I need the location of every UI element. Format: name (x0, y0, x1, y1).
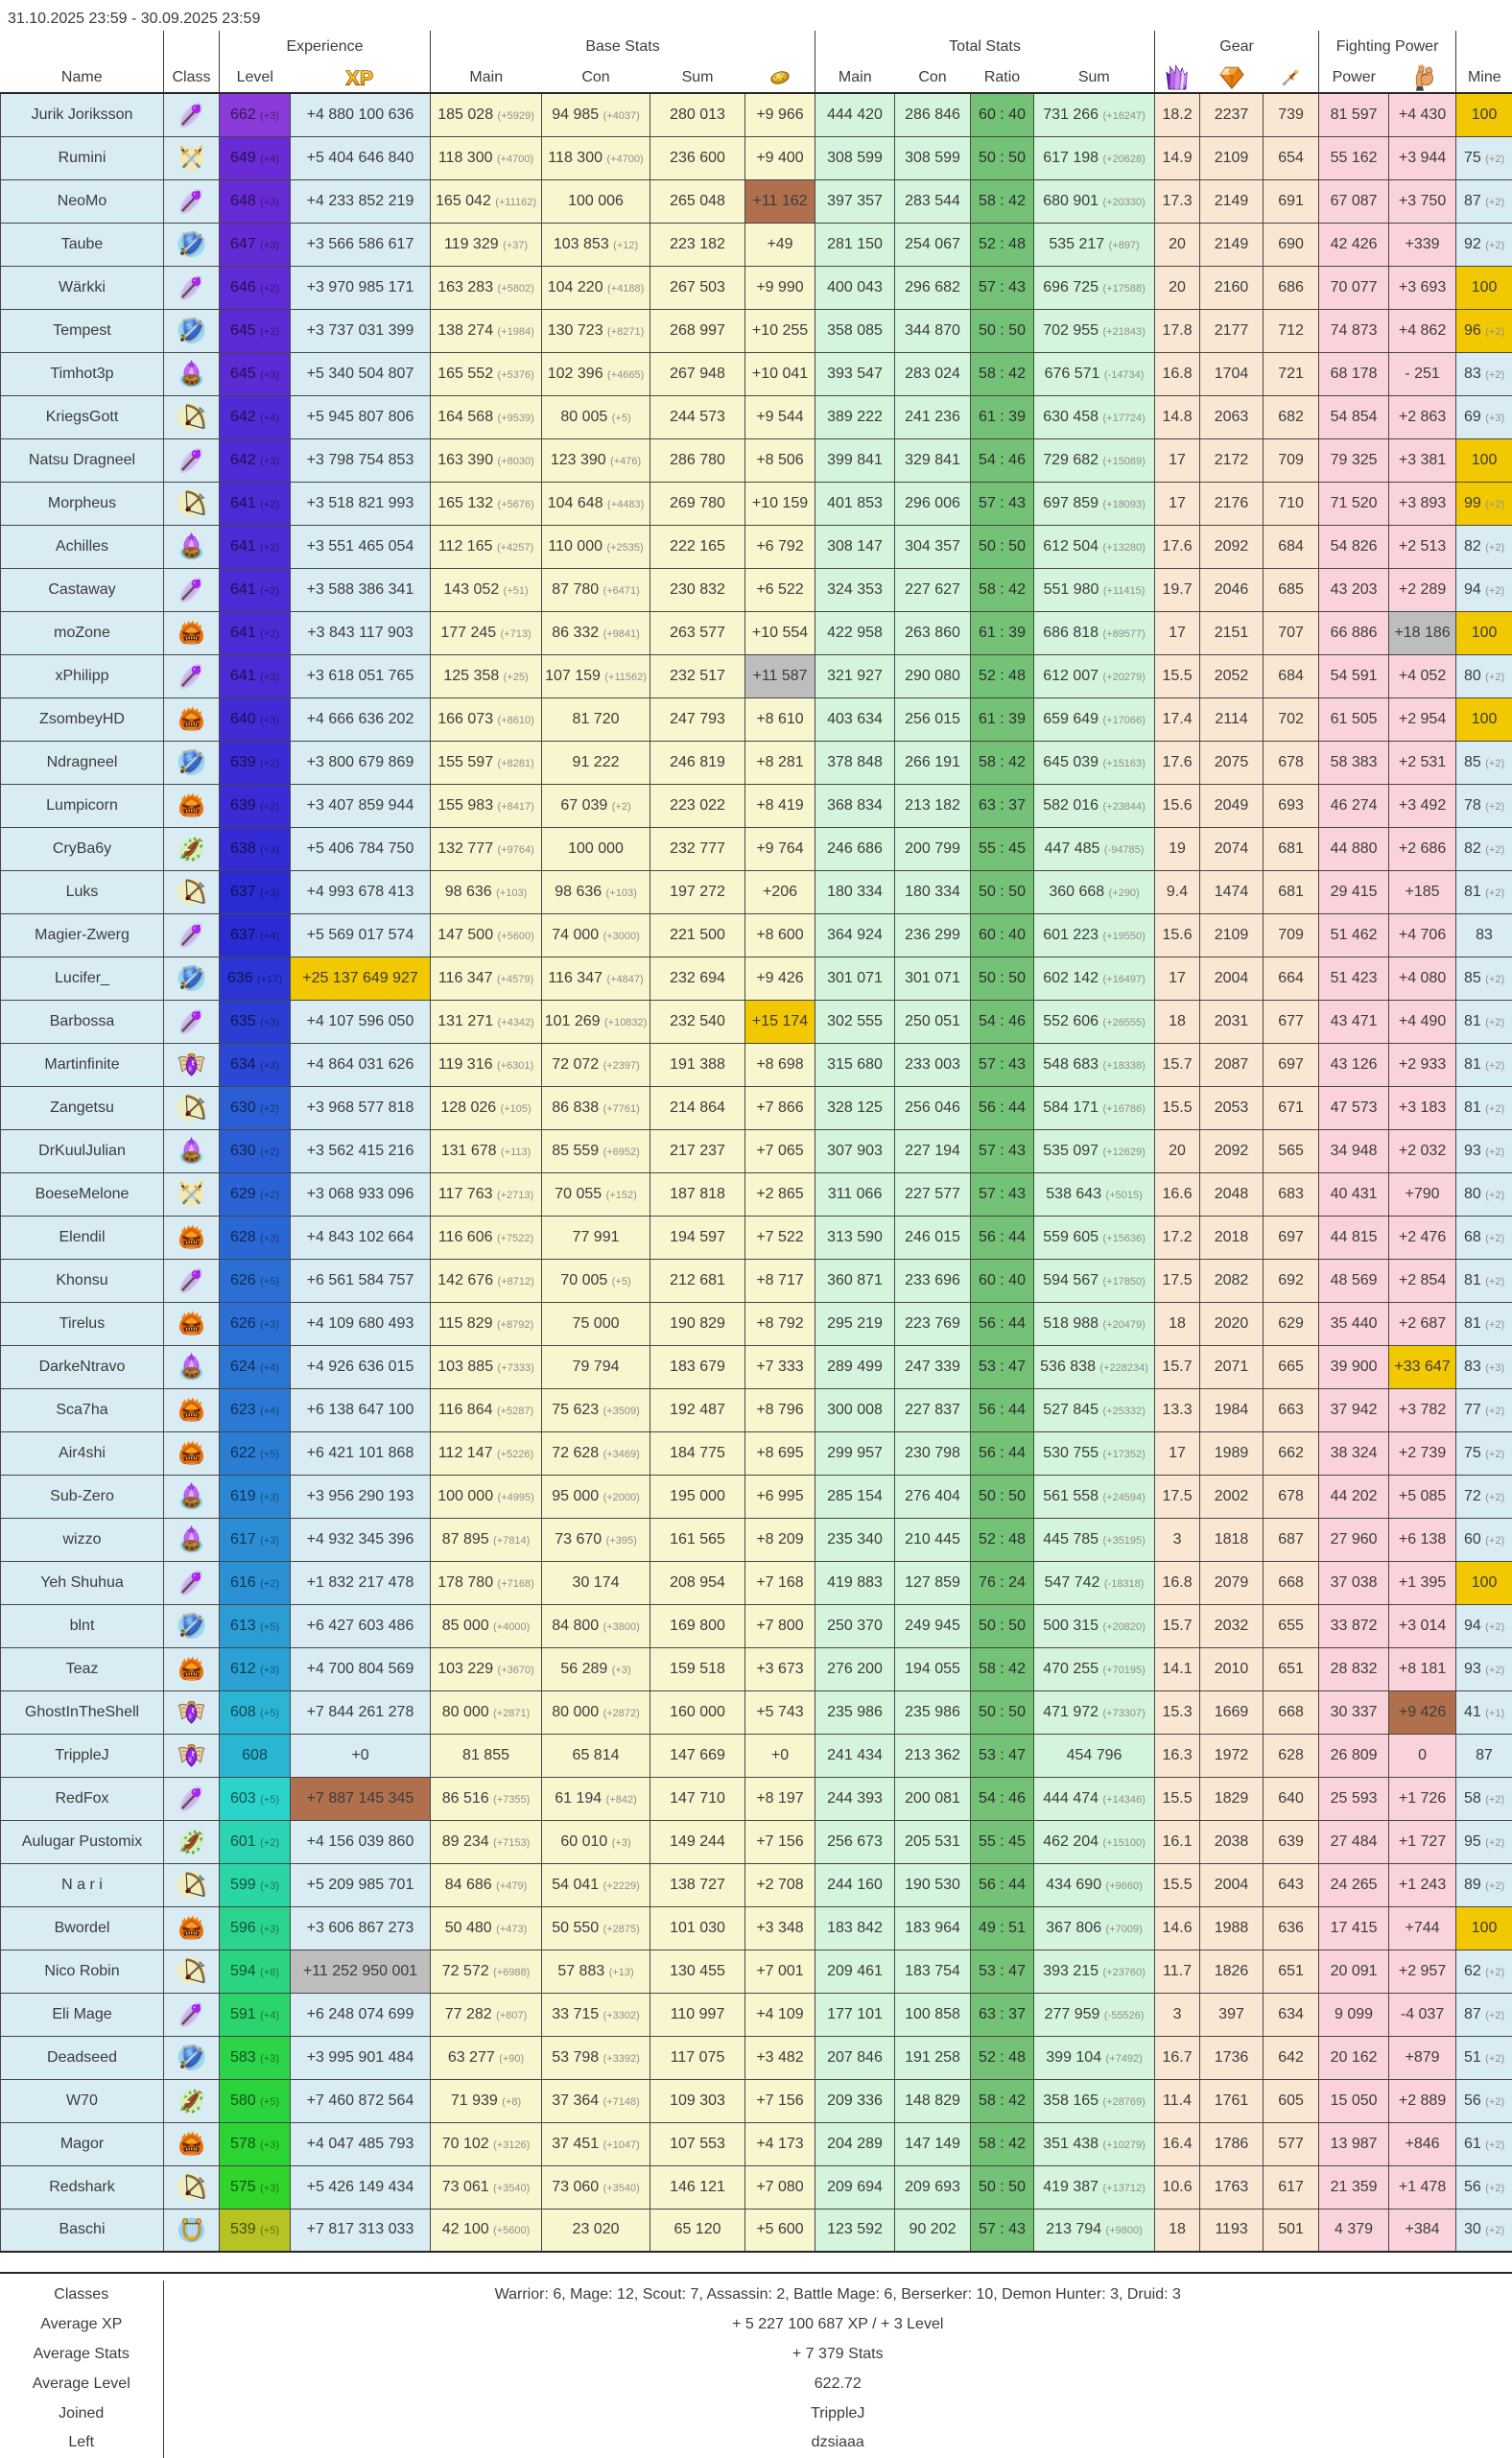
svg-text:XP: XP (346, 67, 374, 89)
